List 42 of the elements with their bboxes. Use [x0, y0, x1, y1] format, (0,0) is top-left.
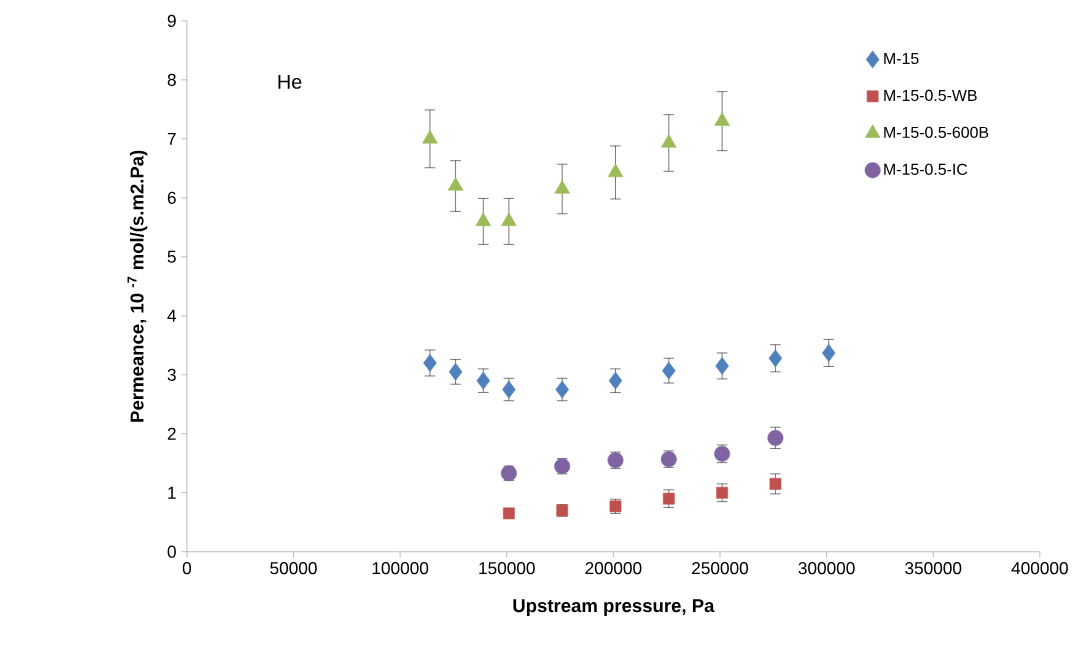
point: [607, 163, 624, 177]
point: [662, 361, 676, 380]
y-tick-label: 7: [167, 132, 176, 145]
annotation: He: [278, 74, 302, 89]
y-tick-label: 2: [167, 427, 176, 440]
y-tick-label: 4: [167, 309, 177, 322]
point: [768, 349, 783, 368]
point: [422, 129, 438, 144]
legend-label: M-15-0.5-600B: [884, 126, 989, 138]
y-axis-title: Permeance, 10 $^{-7}$ mol/(s.m2.Pa): [127, 150, 148, 422]
y-tick-label: 6: [167, 191, 176, 204]
point: [769, 478, 782, 490]
x-tick-label: 350000: [905, 562, 962, 575]
x-tick-label: 150000: [479, 562, 535, 575]
legend-label: M-15-0.5-IC: [884, 163, 968, 175]
x-tick-label: 50000: [270, 562, 317, 575]
point: [715, 356, 729, 375]
legend-label: M-15: [884, 52, 919, 65]
x-tick-label: 250000: [692, 562, 749, 575]
point: [475, 212, 492, 226]
y-tick-label: 3: [167, 368, 176, 381]
point: [822, 344, 836, 362]
y-tick-label: 0: [167, 545, 176, 558]
x-tick-label: 0: [182, 562, 192, 575]
point: [501, 212, 517, 226]
x-tick-label: 400000: [1011, 562, 1068, 575]
point: [448, 362, 463, 381]
y-tick-label: 8: [167, 73, 176, 86]
x-tick-label: 300000: [798, 562, 855, 575]
point: [714, 112, 730, 126]
point: [447, 177, 464, 191]
legend-label: M-15-0.5-WB: [884, 89, 977, 101]
x-tick-label: 100000: [372, 562, 429, 575]
x-axis-title: Upstream pressure, Pa: [513, 599, 715, 616]
y-tick-label: 1: [168, 486, 176, 499]
point: [661, 134, 677, 148]
x-tick-label: 200000: [585, 562, 642, 575]
point: [423, 354, 437, 372]
point: [554, 180, 570, 194]
y-tick-label: 9: [167, 14, 176, 27]
y-tick-label: 5: [167, 250, 176, 263]
point: [503, 507, 515, 520]
